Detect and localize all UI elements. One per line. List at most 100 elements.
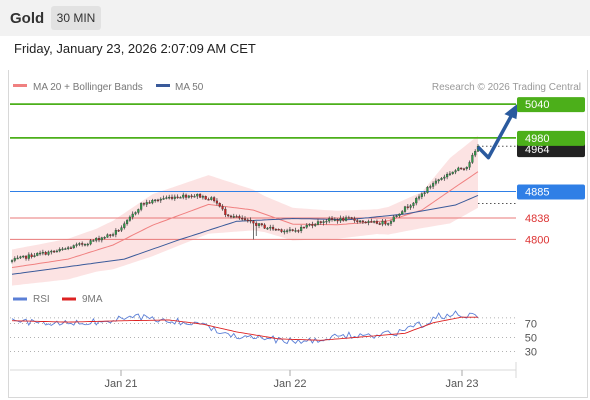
price-tag-text-5040: 5040	[525, 99, 549, 111]
timeframe-badge[interactable]: 30 MIN	[51, 6, 101, 30]
candle-body	[412, 202, 415, 206]
price-tag-4980	[517, 130, 585, 146]
candle-body	[95, 238, 98, 241]
candle-body	[437, 179, 440, 182]
candle-body	[78, 243, 81, 245]
candle-body	[196, 194, 199, 197]
candle-body	[423, 192, 426, 194]
candle-body	[415, 198, 418, 204]
candle-body	[384, 220, 387, 225]
candle-body	[140, 203, 143, 210]
rsi-tick-50: 50	[525, 333, 537, 345]
candle-body	[243, 218, 247, 221]
candle-body	[328, 218, 331, 222]
candle-body	[454, 170, 457, 173]
candle-body	[86, 243, 89, 246]
candle-body	[316, 221, 320, 225]
candle-body	[392, 216, 395, 222]
candle-body	[291, 229, 294, 231]
candle-body	[322, 221, 325, 223]
candle-body	[201, 196, 204, 198]
candle-body	[19, 256, 22, 259]
candle-body	[53, 250, 56, 253]
candle-body	[170, 196, 174, 199]
candle-body	[128, 216, 131, 221]
candle-body	[294, 230, 297, 232]
candle-body	[154, 199, 157, 202]
candle-body	[280, 229, 283, 232]
candle-body	[330, 218, 334, 220]
rsi-ma-line	[11, 316, 478, 341]
candle-body	[55, 250, 58, 253]
candle-body	[367, 221, 370, 223]
candle-body	[395, 215, 398, 218]
candle-body	[277, 229, 280, 231]
ma20-line	[11, 171, 479, 268]
candle-body	[238, 216, 241, 219]
candle-body	[344, 217, 348, 221]
credit-label: Research © 2026 Trading Central	[432, 82, 581, 93]
candle-body	[10, 260, 14, 262]
candle-body	[47, 251, 50, 255]
candle-body	[474, 151, 477, 156]
candle-body	[462, 168, 466, 170]
candle-body	[114, 230, 117, 235]
candle-body	[241, 217, 244, 220]
rsi-legend-label: RSI	[33, 294, 50, 305]
candle-body	[347, 217, 350, 219]
price-tag-5040	[517, 97, 585, 113]
candle-body	[302, 226, 306, 229]
candle-body	[210, 197, 213, 200]
candle-body	[269, 226, 272, 229]
candle-body	[350, 217, 353, 219]
rsi-line	[11, 310, 479, 345]
candle-body	[30, 254, 33, 258]
candle-body	[286, 230, 289, 232]
candle-body	[353, 218, 356, 221]
candle-body	[109, 234, 112, 236]
candle-body	[336, 219, 339, 222]
candle-body	[443, 176, 446, 179]
candle-body	[417, 196, 421, 199]
candle-body	[471, 154, 474, 163]
candle-body	[460, 167, 463, 170]
candle-body	[429, 186, 432, 188]
candle-body	[151, 200, 154, 204]
candle-body	[305, 225, 308, 228]
candle-body	[266, 227, 269, 230]
candle-body	[215, 200, 219, 204]
instrument-title: Gold	[10, 10, 45, 27]
candle-body	[156, 199, 160, 202]
candle-body	[75, 244, 78, 246]
candle-body	[89, 240, 92, 245]
candle-body	[235, 216, 238, 218]
candle-body	[36, 252, 39, 256]
price-tag-text-4800: 4800	[525, 234, 549, 246]
candle-body	[381, 220, 384, 225]
candle-body	[364, 221, 367, 224]
rsi-tick-30: 30	[525, 347, 537, 359]
candle-body	[342, 218, 345, 221]
candle-body	[162, 198, 165, 200]
header-bar: Gold 30 MIN	[0, 0, 590, 36]
candle-body	[339, 218, 342, 222]
candle-body	[16, 257, 19, 260]
candle-body	[13, 258, 16, 261]
candle-body	[403, 206, 407, 212]
candle-body	[389, 221, 393, 224]
ma20-legend-label: MA 20 + Bollinger Bands	[33, 82, 143, 93]
candle-body	[361, 220, 364, 223]
candle-body	[207, 199, 210, 201]
candle-body	[325, 220, 328, 223]
candle-body	[193, 195, 196, 198]
candle-body	[378, 223, 381, 225]
candle-body	[221, 206, 224, 210]
candle-body	[426, 187, 429, 193]
candle-body	[246, 219, 249, 222]
x-tick-label-1: Jan 22	[273, 378, 306, 390]
ma20-legend-swatch	[13, 84, 27, 87]
candle-body	[173, 196, 176, 199]
price-tag-text-4885: 4885	[525, 186, 549, 198]
candle-body	[451, 171, 454, 174]
